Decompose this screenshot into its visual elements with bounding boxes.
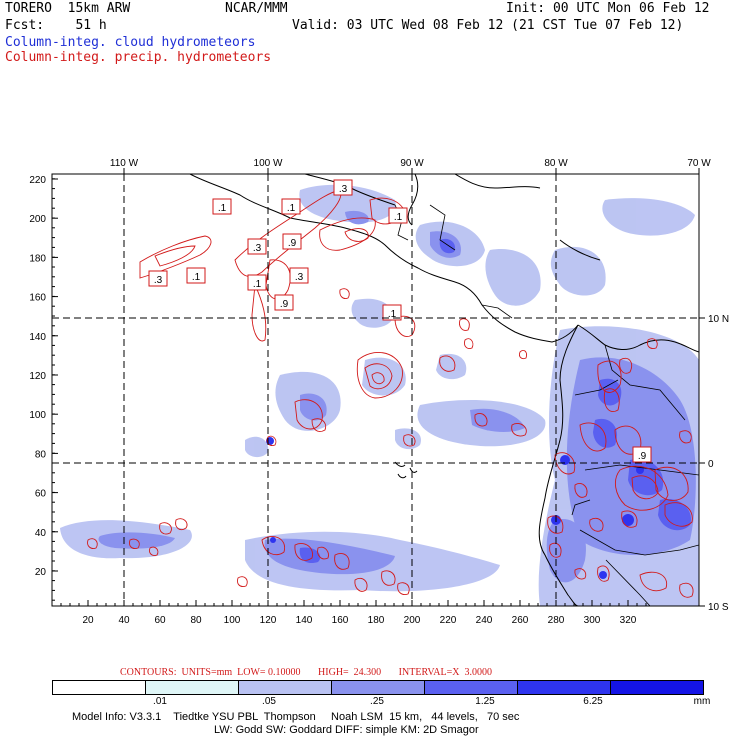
x-tick-label: 100 — [224, 615, 241, 626]
contour-label: .1 — [382, 304, 402, 321]
contour-label: .1 — [247, 274, 267, 291]
lat-label: 10 S — [708, 602, 729, 613]
contour-label-text: .1 — [218, 203, 227, 214]
contour-label: .1 — [281, 198, 301, 215]
x-tick-label: 240 — [476, 615, 493, 626]
contour-label-text: .9 — [638, 451, 647, 462]
colorbar-segment — [145, 681, 238, 694]
valid-time: Valid: 03 UTC Wed 08 Feb 12 (21 CST Tue … — [292, 18, 684, 33]
physics-info: LW: Godd SW: Goddard DIFF: simple KM: 2D… — [214, 724, 479, 736]
colorbar-segment — [424, 681, 517, 694]
contour-label: .1 — [388, 207, 408, 224]
colorbar-label-125: 1.25 — [475, 696, 495, 707]
colorbar-segment — [53, 681, 145, 694]
lon-label: 70 W — [687, 158, 711, 169]
contour-label-text: .9 — [280, 299, 289, 310]
forecast-hour: Fcst: 51 h — [5, 18, 107, 33]
y-tick-label: 60 — [35, 489, 47, 500]
x-tick-label: 220 — [440, 615, 457, 626]
contour-label-text: .1 — [287, 203, 296, 214]
axis-ticks — [52, 168, 705, 607]
y-tick-label: 160 — [29, 293, 46, 304]
lat-label: 10 N — [708, 314, 729, 325]
colorbar-label-01: .01 — [153, 696, 167, 707]
model-info: Model Info: V3.3.1 Tiedtke YSU PBL Thomp… — [72, 711, 520, 723]
axis-tick-labels: 20 40 60 80 100 120 140 160 180 200 220 240 260 280 30… — [29, 158, 729, 626]
color-bar — [52, 680, 704, 695]
contour-label-text: .3 — [295, 272, 304, 283]
contour-info: CONTOURS: UNITS=mm LOW= 0.10000 HIGH= 24… — [120, 667, 492, 678]
x-tick-label: 140 — [296, 615, 313, 626]
x-tick-label: 280 — [548, 615, 565, 626]
country-borders — [394, 204, 699, 606]
y-tick-label: 140 — [29, 332, 46, 343]
init-time: Init: 00 UTC Mon 06 Feb 12 — [506, 1, 710, 16]
x-tick-label: 20 — [82, 615, 94, 626]
legend-precip: Column-integ. precip. hydrometeors — [5, 50, 272, 65]
contour-label-group: .1 .1 .3 .3 .3 .9 .1 .3 .1 .9 .1 .1 .9 — [148, 179, 652, 463]
x-tick-label: 180 — [368, 615, 385, 626]
x-tick-label: 300 — [584, 615, 601, 626]
colorbar-segment — [610, 681, 703, 694]
cloud-field — [60, 184, 699, 606]
y-tick-label: 20 — [35, 567, 47, 578]
colorbar-unit: mm — [693, 696, 711, 707]
contour-label: .3 — [333, 179, 353, 196]
y-tick-label: 200 — [29, 214, 46, 225]
lon-label: 110 W — [110, 158, 139, 169]
lon-label: 80 W — [544, 158, 568, 169]
y-tick-label: 120 — [29, 371, 46, 382]
x-tick-label: 320 — [620, 615, 637, 626]
organization: NCAR/MMM — [225, 1, 288, 16]
colorbar-segment — [517, 681, 610, 694]
contour-label: .9 — [632, 446, 652, 463]
contour-label-text: .1 — [192, 272, 201, 283]
colorbar-segment — [331, 681, 424, 694]
contour-label: .1 — [186, 267, 206, 284]
lat-lon-grid — [52, 174, 699, 606]
y-tick-label: 180 — [29, 253, 46, 264]
x-tick-label: 260 — [512, 615, 529, 626]
x-tick-label: 160 — [332, 615, 349, 626]
x-tick-label: 60 — [154, 615, 166, 626]
x-tick-label: 120 — [260, 615, 277, 626]
contour-label-text: .3 — [253, 243, 262, 254]
x-tick-label: 40 — [118, 615, 130, 626]
contour-label-text: .1 — [388, 309, 397, 320]
x-tick-label: 200 — [404, 615, 421, 626]
model-name: TORERO 15km ARW — [5, 1, 131, 16]
contour-label: .9 — [274, 294, 294, 311]
lon-label: 100 W — [254, 158, 283, 169]
colorbar-label-625: 6.25 — [583, 696, 603, 707]
coastlines — [189, 174, 699, 606]
colorbar-label-05: .05 — [262, 696, 276, 707]
lat-label: 0 — [708, 459, 714, 470]
contour-label-text: .9 — [288, 238, 297, 249]
contour-label-text: .3 — [339, 184, 348, 195]
contour-label: .3 — [289, 267, 309, 284]
colorbar-label-25: .25 — [370, 696, 384, 707]
y-tick-label: 40 — [35, 528, 47, 539]
contour-label-text: .3 — [154, 275, 163, 286]
y-tick-label: 100 — [29, 410, 46, 421]
y-tick-label: 220 — [29, 175, 46, 186]
contour-label-text: .1 — [253, 279, 262, 290]
contour-label-text: .1 — [394, 212, 403, 223]
contour-label: .3 — [247, 238, 267, 255]
legend-cloud: Column-integ. cloud hydrometeors — [5, 35, 256, 50]
lon-label: 90 W — [400, 158, 424, 169]
contour-label: .1 — [212, 198, 232, 215]
contour-label: .3 — [148, 270, 168, 287]
x-tick-label: 80 — [190, 615, 202, 626]
colorbar-segment — [238, 681, 331, 694]
y-tick-label: 80 — [35, 449, 47, 460]
contour-label: .9 — [282, 233, 302, 250]
